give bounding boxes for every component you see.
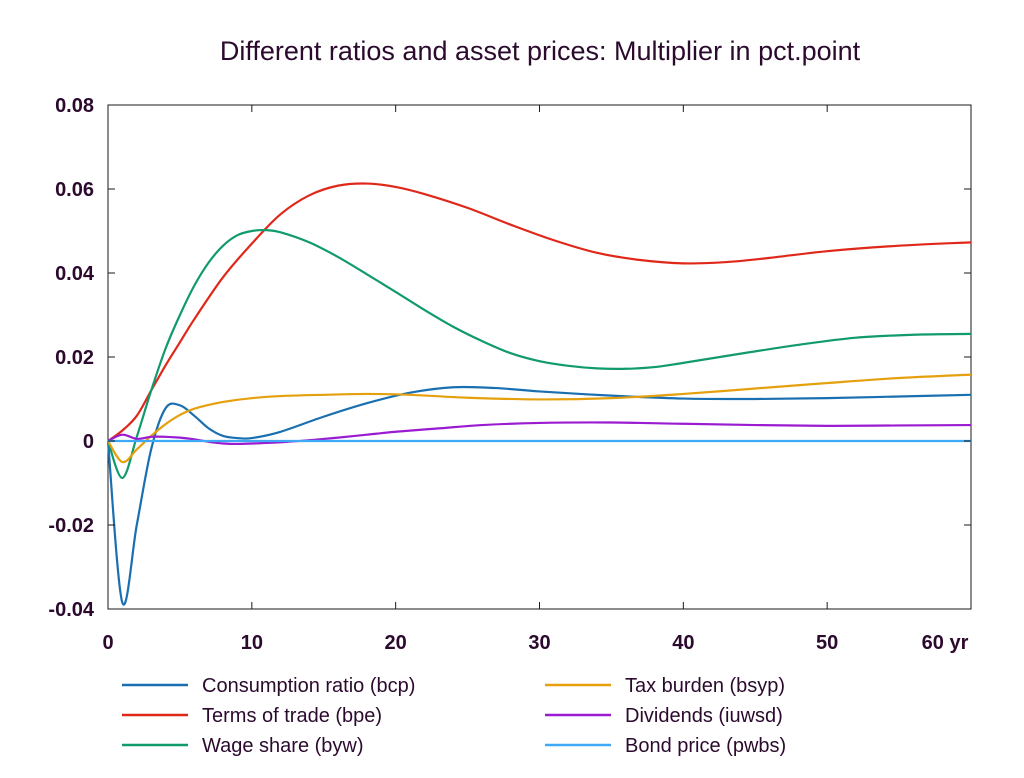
series-line-3 [107,373,972,464]
legend: Consumption ratio (bcp) Terms of trade (b… [122,675,786,757]
series-line-1 [107,182,972,442]
x-tick-label: 30 [528,632,550,654]
y-tick-label: -0.04 [48,599,94,621]
y-tick-label: 0.02 [55,347,94,369]
x-tick-label: 0 [102,632,113,654]
y-tick-label: 0.04 [55,263,95,285]
y-tick-label: 0 [83,431,94,453]
y-tick-label: 0.06 [55,179,94,201]
y-tick-label: 0.08 [55,95,94,117]
series-line-2 [106,228,972,480]
plot-area [107,104,972,610]
legend-label-4: Dividends (iuwsd) [625,705,783,727]
x-tick-label: 50 [816,632,838,654]
chart-title: Different ratios and asset prices: Multi… [220,36,861,66]
series-line-4 [107,421,972,446]
x-tick-label: 60 yr [922,632,969,654]
x-tick-label: 20 [385,632,407,654]
x-tick-label: 10 [241,632,263,654]
legend-label-1: Terms of trade (bpe) [202,705,382,727]
y-tick-label: -0.02 [48,515,94,537]
x-tick-label: 40 [672,632,694,654]
legend-label-5: Bond price (pwbs) [625,735,786,757]
series-lines [106,182,972,606]
legend-label-0: Consumption ratio (bcp) [202,675,415,697]
plot-border [107,104,972,610]
axes: -0.04 -0.02 0 0.02 0.04 0.06 0.08 0 10 20 30 40 50 60… [48,95,972,654]
legend-label-3: Tax burden (bsyp) [625,675,785,697]
series-line-0 [106,385,972,606]
legend-label-2: Wage share (byw) [202,735,364,757]
